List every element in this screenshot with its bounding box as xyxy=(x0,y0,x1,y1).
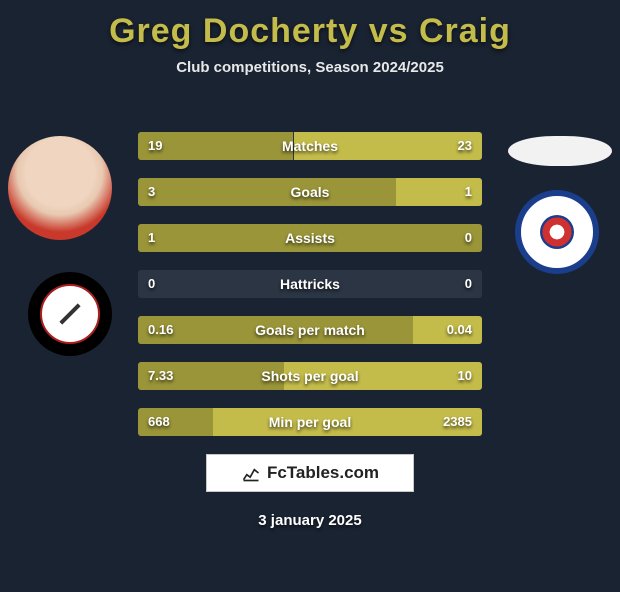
stat-label: Min per goal xyxy=(138,408,482,436)
stat-label: Hattricks xyxy=(138,270,482,298)
stat-label: Assists xyxy=(138,224,482,252)
date-text: 3 january 2025 xyxy=(0,512,620,529)
stat-label: Matches xyxy=(138,132,482,160)
stat-row: 0.160.04Goals per match xyxy=(138,316,482,344)
logo-text: FcTables.com xyxy=(267,463,379,483)
club-left-badge xyxy=(28,272,112,356)
stat-label: Shots per goal xyxy=(138,362,482,390)
player-left-avatar xyxy=(8,136,112,240)
stat-row: 00Hattricks xyxy=(138,270,482,298)
comparison-bars: 1923Matches 31Goals 10Assists 00Hattricks 0.… xyxy=(138,132,482,454)
stat-label: Goals xyxy=(138,178,482,206)
stat-row: 1923Matches xyxy=(138,132,482,160)
stat-row: 10Assists xyxy=(138,224,482,252)
club-right-badge xyxy=(515,190,599,274)
reading-crest-icon xyxy=(540,215,574,249)
charlton-crest-icon xyxy=(40,284,100,344)
fctables-logo: FcTables.com xyxy=(206,454,414,492)
stat-row: 7.3310Shots per goal xyxy=(138,362,482,390)
page-title: Greg Docherty vs Craig xyxy=(0,12,620,51)
page-subtitle: Club competitions, Season 2024/2025 xyxy=(0,59,620,76)
stat-label: Goals per match xyxy=(138,316,482,344)
stat-row: 6682385Min per goal xyxy=(138,408,482,436)
chart-icon xyxy=(241,463,261,483)
player-right-avatar xyxy=(508,136,612,166)
stat-row: 31Goals xyxy=(138,178,482,206)
